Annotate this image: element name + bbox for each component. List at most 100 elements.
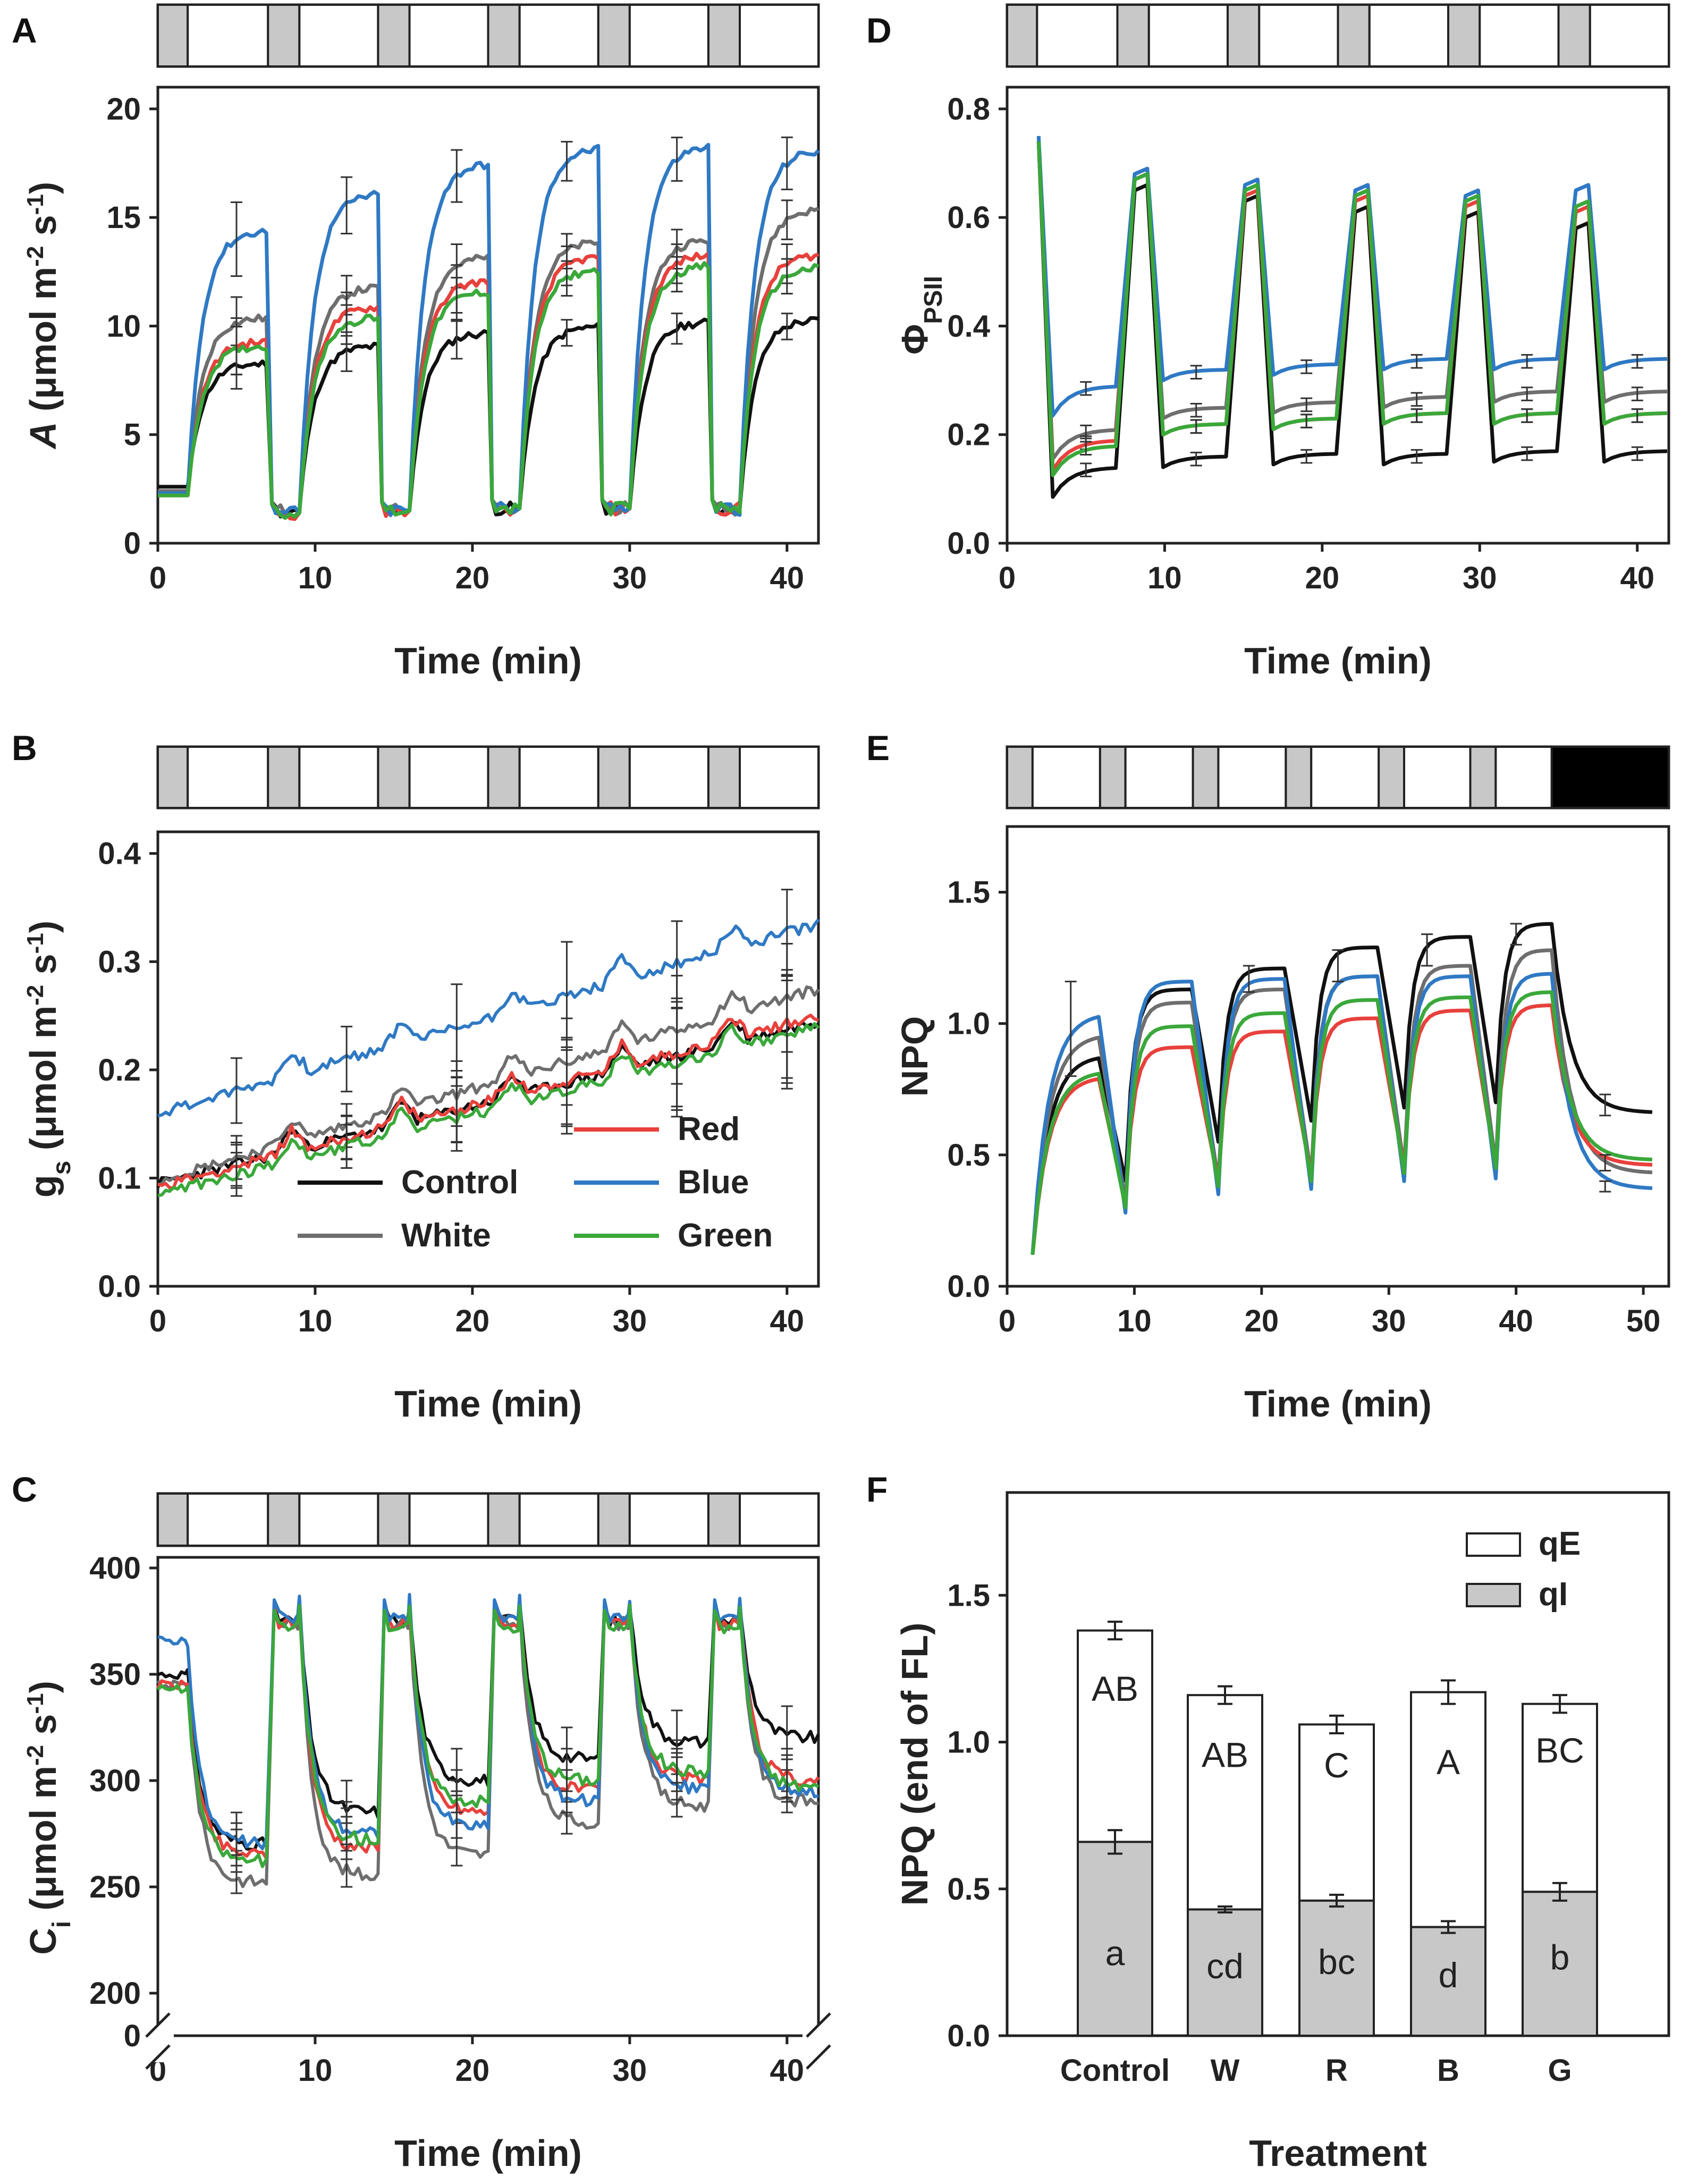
legend-label-control: Control <box>401 1164 518 1201</box>
high-light-segment <box>1147 4 1229 68</box>
legend-label-white: White <box>401 1217 491 1254</box>
low-light-segment <box>157 746 189 809</box>
low-light-segment <box>1378 746 1406 809</box>
axis-title-part: -1 <box>22 1693 48 1714</box>
panel-E: E 0 10 20 30 40 50 0.0 0.5 1.0 1.5 Time (min) NPQ <box>866 728 1670 1424</box>
series-line-red <box>1030 1003 1653 1255</box>
axis-title-part: -1 <box>22 194 48 215</box>
bar-qI <box>1410 1926 1486 2037</box>
y-tick-label: 0.5 <box>947 1872 990 1907</box>
axis-title-part: C <box>22 1928 64 1955</box>
legend-label-qi: qI <box>1539 1576 1568 1613</box>
significance-letter-qE: BC <box>1535 1731 1584 1770</box>
bar-qE <box>1298 1723 1375 1902</box>
y-tick-label: 0.8 <box>947 92 990 127</box>
series-line-white <box>157 985 820 1186</box>
significance-letter-qI: d <box>1439 1955 1458 1995</box>
panel-letter-D: D <box>866 11 892 50</box>
y-tick-label: 0.2 <box>947 418 990 452</box>
axis-title-part: s <box>22 1714 64 1745</box>
low-light-segment <box>487 746 521 809</box>
axis-title-part: s <box>22 215 64 246</box>
axis-title-part: ) <box>22 921 64 933</box>
x-axis-title: Time (min) <box>394 2132 582 2174</box>
high-light-segment <box>1494 746 1553 809</box>
low-light-segment <box>157 1492 189 1547</box>
legend: qE qI <box>1466 1525 1581 1613</box>
y-tick-label: 0.0 <box>98 1269 141 1304</box>
series-line-green <box>156 1603 820 1868</box>
y-tick-label: 15 <box>106 200 141 235</box>
legend-label-blue: Blue <box>678 1164 749 1201</box>
y-tick-label: 0.4 <box>947 309 990 343</box>
significance-letter-qE: C <box>1324 1745 1349 1785</box>
x-tick-label: 0 <box>999 561 1016 595</box>
axis-title-part: NPQ <box>894 1016 935 1097</box>
x-tick-label: 20 <box>455 2053 490 2088</box>
axis-title-part: A <box>22 422 64 450</box>
axis-title-part: ) <box>22 1681 64 1693</box>
high-light-segment <box>1310 746 1380 809</box>
low-light-segment <box>157 4 189 68</box>
panel-C: C 0 10 20 30 40 200 250 300 350 400 Time (min) Ci (μ… <box>12 1470 834 2174</box>
series-line-green <box>1036 141 1668 477</box>
series-line-blue <box>157 918 820 1118</box>
high-light-segment <box>1258 4 1339 68</box>
x-tick-label: G <box>1548 2053 1572 2088</box>
x-tick-label: 0 <box>149 1304 166 1338</box>
panel-letter-F: F <box>866 1470 888 1509</box>
axis-title-part: g <box>22 1175 64 1198</box>
x-tick-label: 30 <box>1463 561 1497 595</box>
significance-letter-qI: cd <box>1206 1946 1244 1986</box>
axis-title-part: Φ <box>894 324 935 355</box>
plot-frame <box>156 86 820 545</box>
x-tick-label: R <box>1325 2053 1348 2088</box>
series-line-blue <box>157 1592 819 1851</box>
x-axis-title: Time (min) <box>394 640 582 681</box>
axis-title-part: PSII <box>919 276 948 324</box>
low-light-segment <box>377 4 411 68</box>
low-light-segment <box>377 746 411 809</box>
panel-D: D 0 10 20 30 40 0.0 0.2 0.4 0.6 0.8 Time (min) ΦPSII <box>866 3 1670 681</box>
bar-qI <box>1298 1899 1375 2037</box>
high-light-segment <box>408 4 489 68</box>
high-light-segment <box>1217 746 1287 809</box>
x-tick-label: 40 <box>770 561 805 595</box>
series-line-control <box>157 1596 820 1852</box>
low-light-segment <box>707 746 741 809</box>
significance-letter-qI: b <box>1550 1938 1570 1977</box>
high-light-segment <box>298 746 379 809</box>
y-tick-label: 400 <box>89 1551 141 1586</box>
high-light-segment <box>298 1492 379 1547</box>
high-light-segment <box>1403 746 1472 809</box>
y-tick-label: 0.0 <box>947 1269 990 1304</box>
axis-break-mark <box>806 2012 831 2038</box>
bar-qI <box>1187 1908 1263 2037</box>
low-light-segment <box>707 4 741 68</box>
y-tick-label: 5 <box>124 418 141 452</box>
axis-title-part: ) <box>22 182 64 194</box>
significance-letter-qI: a <box>1105 1933 1125 1972</box>
y-axis-title: Ci (μmol m-2 s-1) <box>22 1681 76 1955</box>
panel-letter-B: B <box>12 728 37 768</box>
low-light-segment <box>377 1492 411 1547</box>
axis-title-part: -1 <box>22 933 48 954</box>
low-light-segment <box>1447 4 1481 68</box>
x-tick-label: 40 <box>1499 1304 1533 1338</box>
axis-title-part: s <box>48 1161 76 1175</box>
high-light-segment <box>628 746 709 809</box>
bar-qI <box>1522 1891 1598 2037</box>
high-light-segment <box>628 4 709 68</box>
y-tick-label: 0.0 <box>947 526 990 561</box>
high-light-segment <box>187 4 269 68</box>
x-tick-label: 20 <box>455 1304 490 1338</box>
axis-break-mark <box>145 2012 171 2038</box>
bar-qE <box>1077 1629 1153 1843</box>
series-line-green <box>157 1022 820 1198</box>
axis-title-part: -2 <box>22 246 48 267</box>
legend: Control White Red Blue Green <box>298 1111 773 1254</box>
y-tick-label: 0.0 <box>947 2019 990 2053</box>
x-axis-title: Time (min) <box>1244 1383 1432 1424</box>
axis-title-part: i <box>48 1921 76 1928</box>
